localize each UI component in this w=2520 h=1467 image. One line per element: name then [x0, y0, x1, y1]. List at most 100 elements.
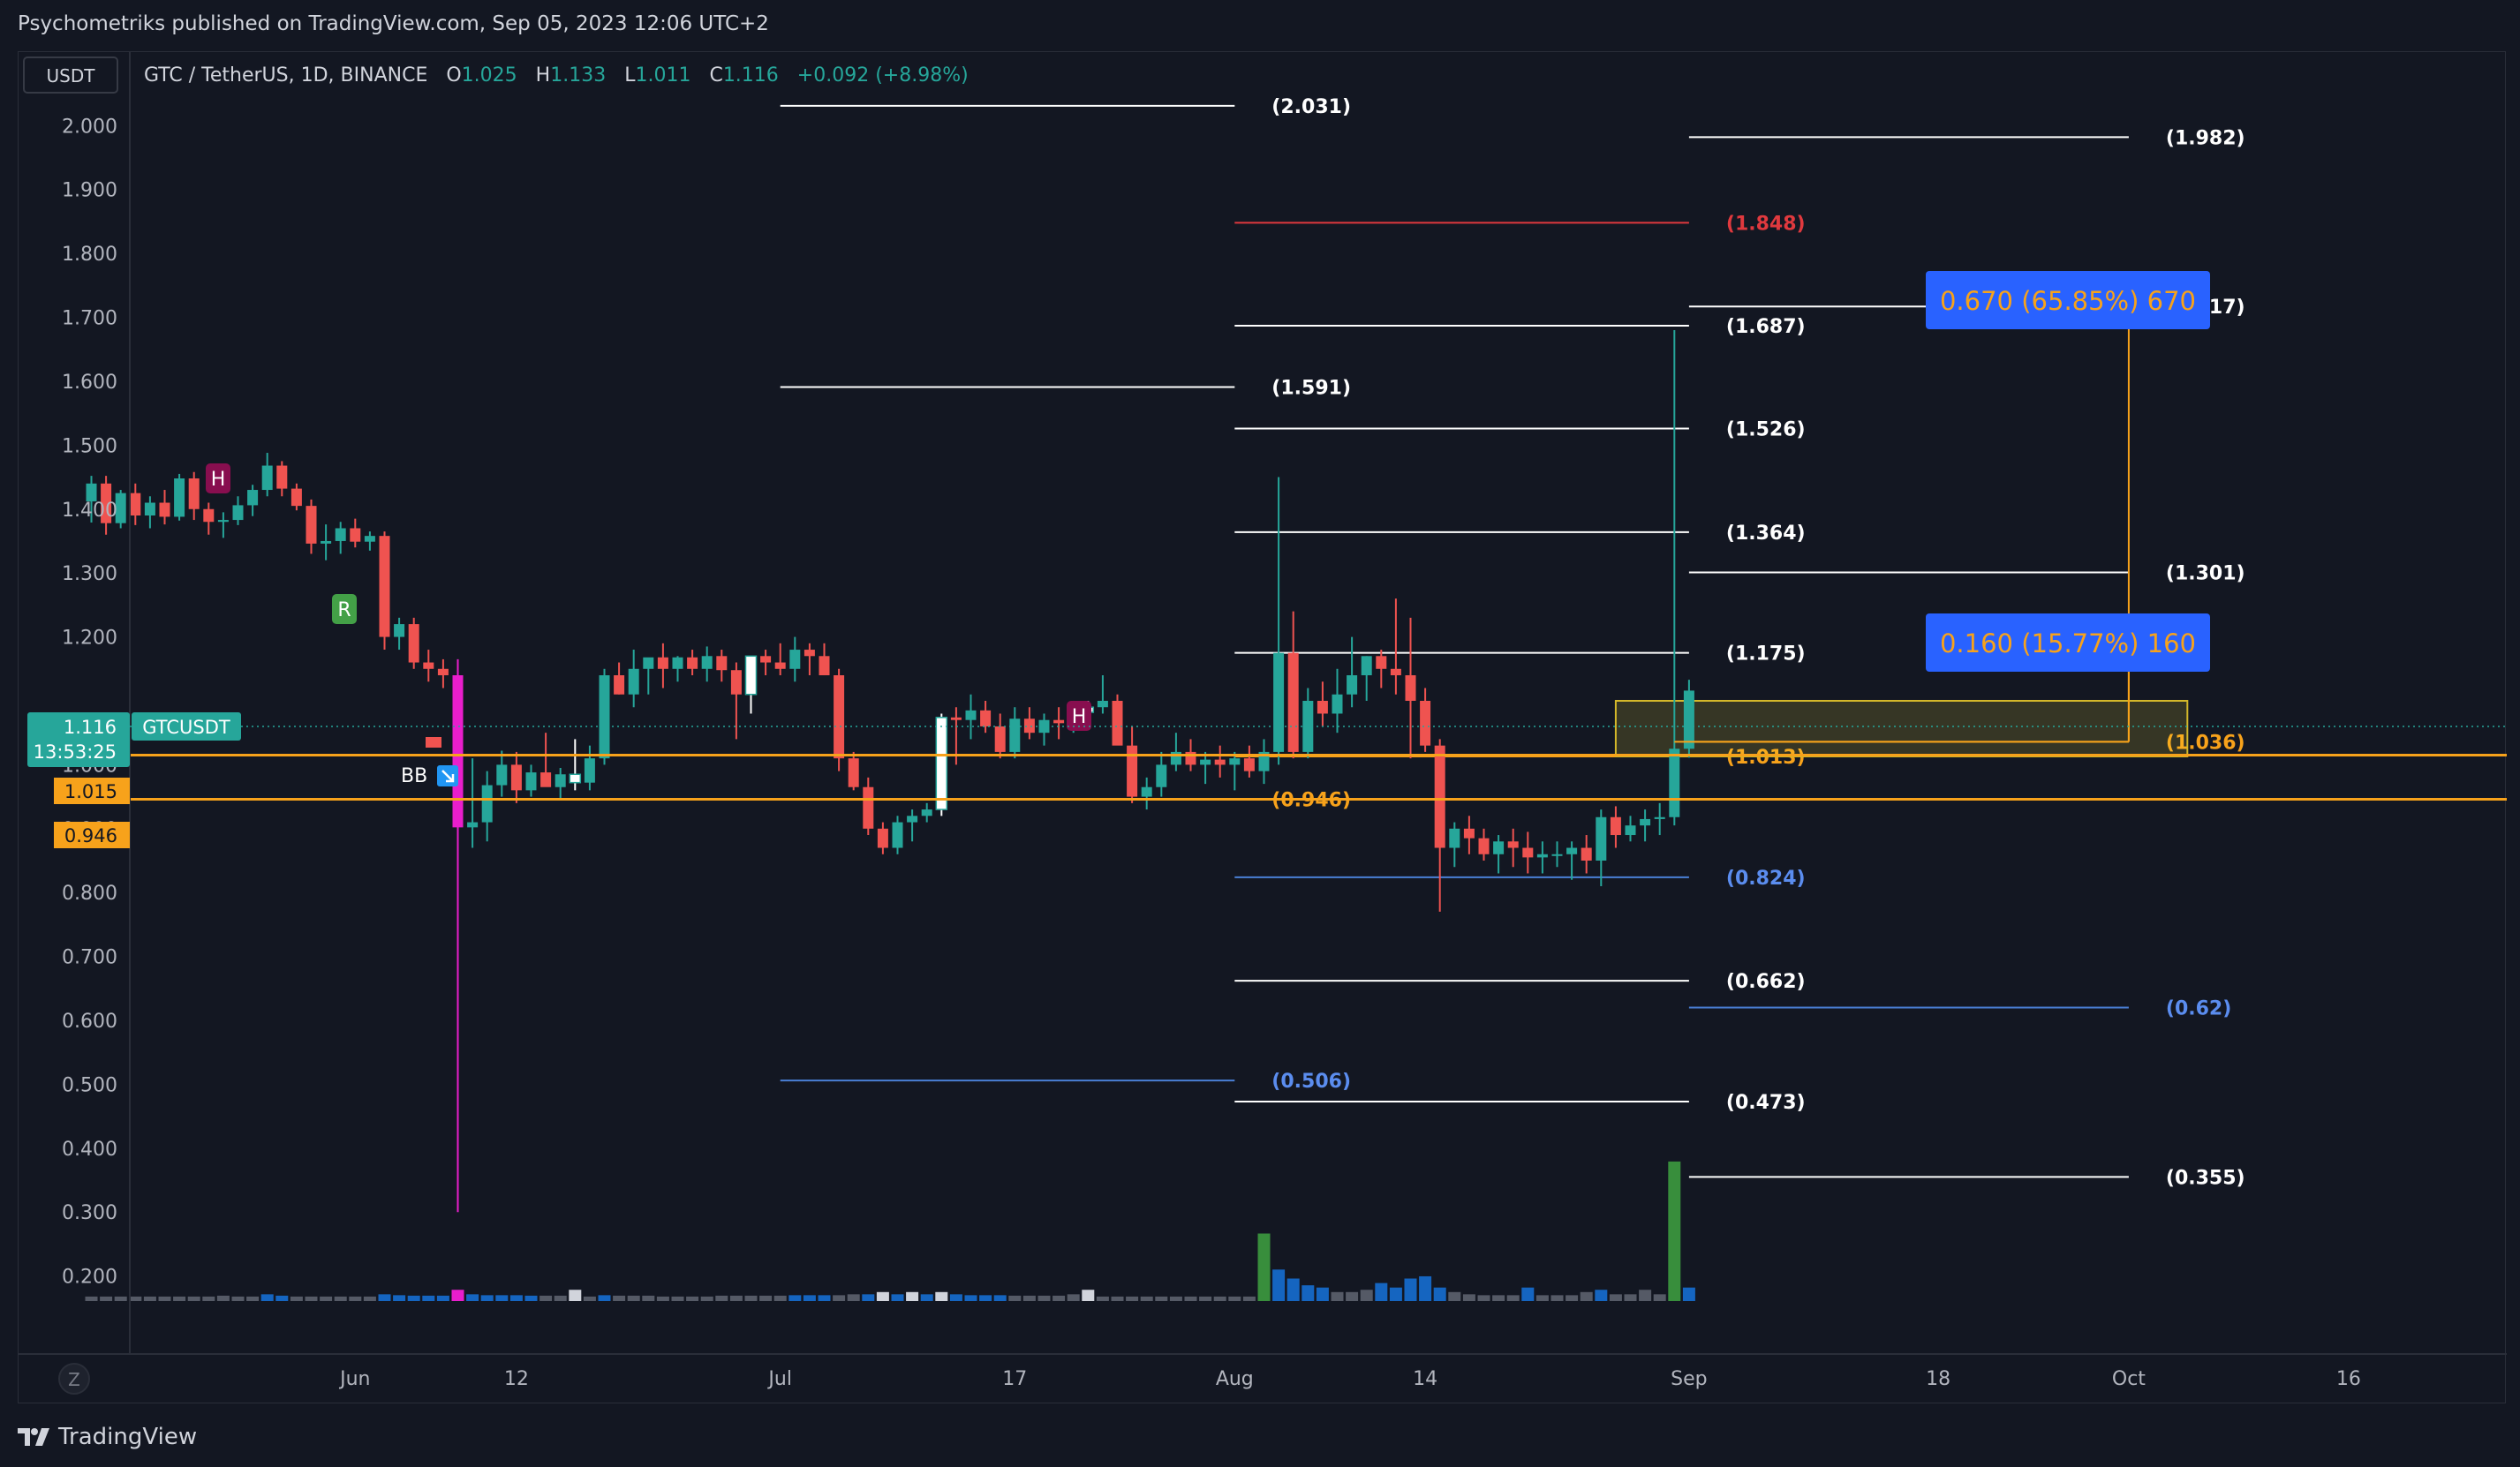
time-tick-label: Jul	[766, 1368, 792, 1390]
candle-body	[379, 536, 390, 637]
level-badge-upper: 1.015	[54, 778, 130, 804]
volume-bar	[1462, 1294, 1475, 1301]
candle-body	[1420, 700, 1431, 746]
volume-bar	[305, 1296, 318, 1301]
volume-bar	[729, 1295, 743, 1301]
volume-bar	[1521, 1287, 1535, 1301]
price-tick-label: 1.300	[62, 563, 117, 585]
measure-box-upper[interactable]: 0.670 (65.85%) 670	[1926, 271, 2210, 329]
volume-bar	[202, 1296, 215, 1301]
level-lower-value: 0.946	[64, 825, 117, 846]
candle-body	[1493, 841, 1505, 854]
candle-body	[306, 506, 317, 544]
legend-ohlc: GTC / TetherUS, 1D, BINANCE O1.025 H1.13…	[144, 64, 969, 87]
candle-body	[290, 488, 302, 507]
fib-level-label: (0.506)	[1271, 1071, 1351, 1093]
candle-body	[877, 828, 888, 848]
price-tick-label: 1.600	[62, 372, 117, 394]
candle-body	[437, 668, 449, 676]
volume-bar	[1213, 1296, 1226, 1301]
price-tick-label: 1.800	[62, 244, 117, 266]
volume-bar	[1609, 1294, 1622, 1301]
volume-bar	[1448, 1291, 1461, 1301]
marker-bb[interactable]: BB	[401, 737, 458, 787]
volume-bar	[715, 1295, 728, 1301]
fib-level-label: (1.036)	[2166, 732, 2245, 754]
fib-level-label: (1.687)	[1726, 316, 1806, 338]
candle-body	[834, 675, 845, 759]
volume-bar	[613, 1295, 626, 1301]
fib-level-label: (0.824)	[1726, 868, 1806, 890]
volume-bar	[906, 1291, 919, 1301]
volume-bar	[320, 1296, 333, 1301]
volume-bar	[1316, 1287, 1329, 1301]
price-tick-label: 1.400	[62, 500, 117, 522]
candle-body	[1229, 758, 1241, 765]
tradingview-logo-icon[interactable]	[16, 1426, 51, 1448]
last-price-badge: 1.116 13:53:25 GTCUSDT	[27, 712, 2507, 767]
legend-low-value: 1.011	[635, 64, 690, 87]
fib-level-label: (1.591)	[1271, 377, 1351, 399]
arrow-down-right-icon	[441, 770, 455, 783]
volume-bar	[1566, 1295, 1579, 1301]
candle-body	[1683, 690, 1694, 749]
fib-level-label: (0.662)	[1726, 971, 1806, 993]
candle-body	[1287, 652, 1299, 752]
candle-body	[540, 772, 552, 787]
candle-body	[1536, 854, 1548, 858]
candle-body	[203, 508, 215, 523]
candle-body	[115, 493, 126, 523]
marker-r1-label: R	[337, 599, 351, 621]
candle-body	[1566, 847, 1578, 854]
candle-body	[980, 710, 992, 726]
volume-bar	[1360, 1290, 1373, 1301]
zone-layer	[1614, 699, 2189, 757]
candle-body	[730, 670, 742, 695]
candle-body	[1522, 847, 1534, 858]
volume-bar	[759, 1295, 773, 1301]
volume-bar	[569, 1290, 582, 1301]
volume-bar	[1550, 1295, 1564, 1301]
candle-body	[1112, 700, 1123, 746]
fib-level-label: (1.982)	[2166, 127, 2245, 149]
candle-body	[1347, 675, 1358, 695]
volume-bar	[275, 1295, 289, 1301]
marker-r1[interactable]: R	[332, 594, 357, 624]
price-tick-label: 0.300	[62, 1202, 117, 1224]
measure-box-lower[interactable]: 0.160 (15.77%) 160	[1926, 613, 2210, 672]
candle-body	[247, 490, 259, 506]
volume-bar	[1477, 1295, 1490, 1301]
candle-body	[1610, 816, 1621, 836]
countdown-value: 13:53:25	[34, 741, 117, 763]
volume-bar	[349, 1296, 362, 1301]
volume-bar	[173, 1296, 186, 1301]
candle-body	[1361, 656, 1372, 676]
volume-bar	[1639, 1290, 1652, 1301]
legend-row: USDT GTC / TetherUS, 1D, BINANCE O1.025 …	[23, 56, 969, 94]
chart-frame[interactable]: (2.031)(1.982)(1.848)(1.717)(1.687)(1.59…	[18, 51, 2507, 1404]
candle-body	[907, 816, 918, 823]
volume-bar	[1668, 1161, 1681, 1301]
price-axis: 2.000 1.900 1.800 1.700 1.600 1.500 1.400 1.300…	[62, 116, 117, 1288]
currency-button[interactable]	[23, 56, 118, 94]
volume-bar	[964, 1295, 977, 1301]
candle-body	[701, 656, 713, 669]
tradingview-brand[interactable]: TradingView	[58, 1424, 198, 1450]
volume-bar	[1682, 1287, 1695, 1301]
candle-body	[1038, 719, 1050, 734]
candle-body	[1449, 828, 1460, 848]
volume-bar	[524, 1295, 538, 1301]
time-tick-label: Aug	[1216, 1368, 1254, 1390]
candle-body	[950, 717, 962, 720]
marker-h1[interactable]: H	[206, 463, 230, 493]
volume-bar	[949, 1294, 962, 1301]
volume-bar	[1506, 1295, 1520, 1301]
legend-high-label: H	[536, 64, 551, 87]
volume-bar	[466, 1294, 479, 1301]
marker-h2[interactable]: H	[1067, 701, 1091, 731]
axis-mode-button[interactable]: Z	[58, 1363, 90, 1395]
time-tick-label: Jun	[338, 1368, 370, 1390]
time-tick-label: 16	[2336, 1368, 2361, 1390]
chart-canvas[interactable]: (2.031)(1.982)(1.848)(1.717)(1.687)(1.59…	[19, 52, 2507, 1404]
volume-bar	[480, 1295, 494, 1301]
